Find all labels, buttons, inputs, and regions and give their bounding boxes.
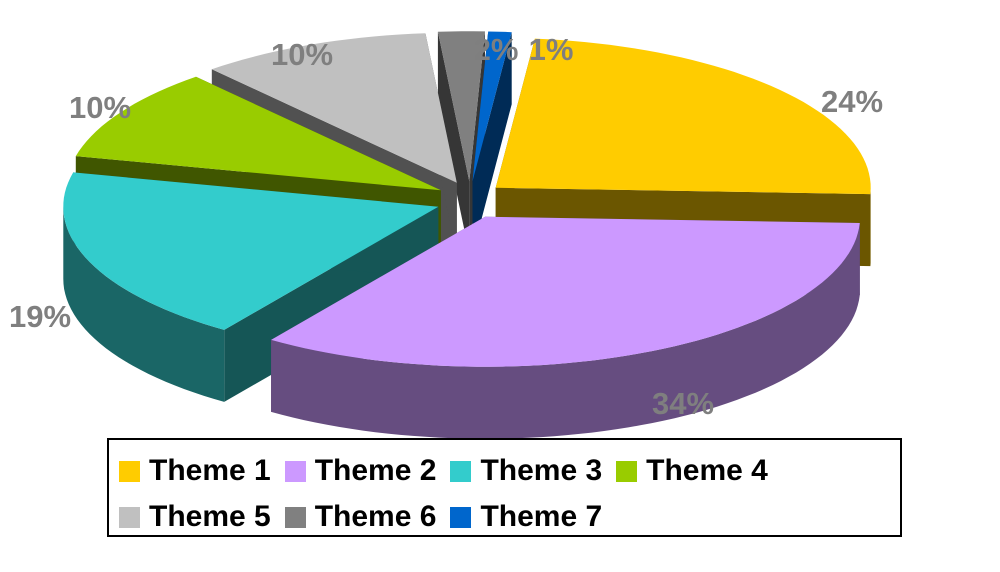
data-label-theme-1: 24% [821,84,883,119]
legend-row-2: Theme 5 Theme 6 Theme 7 [119,494,900,540]
slice-wall-theme-6-start [437,31,470,254]
legend-label-theme-2: Theme 2 [314,454,437,487]
pie-slice-theme-7 [472,31,512,254]
data-label-theme-2: 34% [652,386,714,421]
slice-top-theme-5 [211,33,457,183]
legend-swatch-theme-2 [284,460,306,482]
slice-top-theme-1 [495,38,871,195]
legend-label-theme-7: Theme 7 [480,500,603,533]
slice-top-theme-4 [75,76,441,191]
data-label-theme-7: 1% [529,32,574,67]
legend-item-theme-5: Theme 5 [119,500,271,534]
slice-wall-theme-7-end [472,32,512,254]
legend-swatch-theme-7 [450,506,472,528]
legend-label-theme-3: Theme 3 [480,454,603,487]
legend-label-theme-4: Theme 4 [646,454,768,487]
legend-row-1: Theme 1 Theme 2 Theme 3 Theme 4 [119,448,900,494]
slice-side-theme-2 [271,223,860,439]
legend-swatch-theme-1 [119,460,140,482]
pie-slice-theme-2 [271,216,860,439]
legend-swatch-theme-3 [450,460,472,482]
legend-swatch-theme-6 [284,506,306,528]
data-label-theme-4: 10% [69,90,131,125]
data-label-theme-5: 10% [271,37,333,72]
slice-top-theme-3 [63,172,439,330]
legend-label-theme-5: Theme 5 [149,500,271,533]
legend-item-theme-2: Theme 2 [284,454,437,488]
legend-label-theme-6: Theme 6 [314,500,437,533]
slice-top-theme-2 [271,216,860,367]
data-label-theme-3: 19% [9,299,71,334]
legend-item-theme-4: Theme 4 [616,454,768,488]
legend-label-theme-1: Theme 1 [149,454,271,487]
legend-item-theme-3: Theme 3 [450,454,602,488]
legend-item-theme-7: Theme 7 [450,500,602,534]
legend-swatch-theme-4 [616,460,638,482]
legend-item-theme-1: Theme 1 [119,454,271,488]
slice-top-theme-7 [472,31,512,182]
legend-swatch-theme-5 [119,506,140,528]
data-label-theme-6: 2% [474,32,519,67]
legend-item-theme-6: Theme 6 [284,500,437,534]
slice-top-theme-6 [437,31,485,182]
slice-side-theme-3 [63,206,225,402]
legend: Theme 1 Theme 2 Theme 3 Theme 4 Theme 5 [107,438,902,537]
